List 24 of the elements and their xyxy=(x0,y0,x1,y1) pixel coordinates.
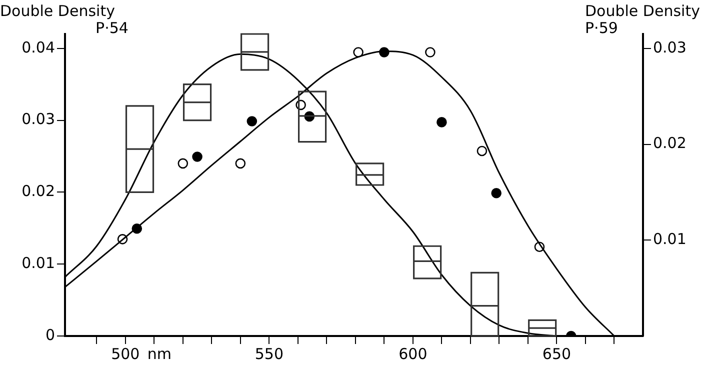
point xyxy=(491,188,502,198)
point xyxy=(192,152,202,162)
point xyxy=(436,117,447,128)
point xyxy=(246,116,258,126)
y2-axis-title: Double Density P·59 xyxy=(585,2,700,37)
point xyxy=(353,47,364,58)
y-tick-label: 0 xyxy=(45,326,55,344)
point xyxy=(476,146,488,156)
y-tick-label: 0.03 xyxy=(22,110,55,128)
y2-tick-label: 0.01 xyxy=(653,230,686,248)
x-tick-label: 650 xyxy=(542,344,572,363)
x-tick-label: 600 xyxy=(398,344,428,363)
point xyxy=(235,158,246,169)
y-axis-title: Double Density P·54 xyxy=(0,2,128,37)
point xyxy=(178,158,188,169)
y2-tick-label: 0.02 xyxy=(653,134,686,152)
x-tick-label: 550 xyxy=(254,344,284,363)
y2-tick-label: 0.03 xyxy=(653,38,686,56)
y-tick-label: 0.04 xyxy=(22,38,55,56)
point xyxy=(425,47,436,58)
y-tick-label: 0.01 xyxy=(22,254,55,272)
x-axis-title: nm xyxy=(147,344,172,363)
x-tick-label: 500 xyxy=(111,344,140,363)
y-tick-label: 0.02 xyxy=(22,182,55,200)
